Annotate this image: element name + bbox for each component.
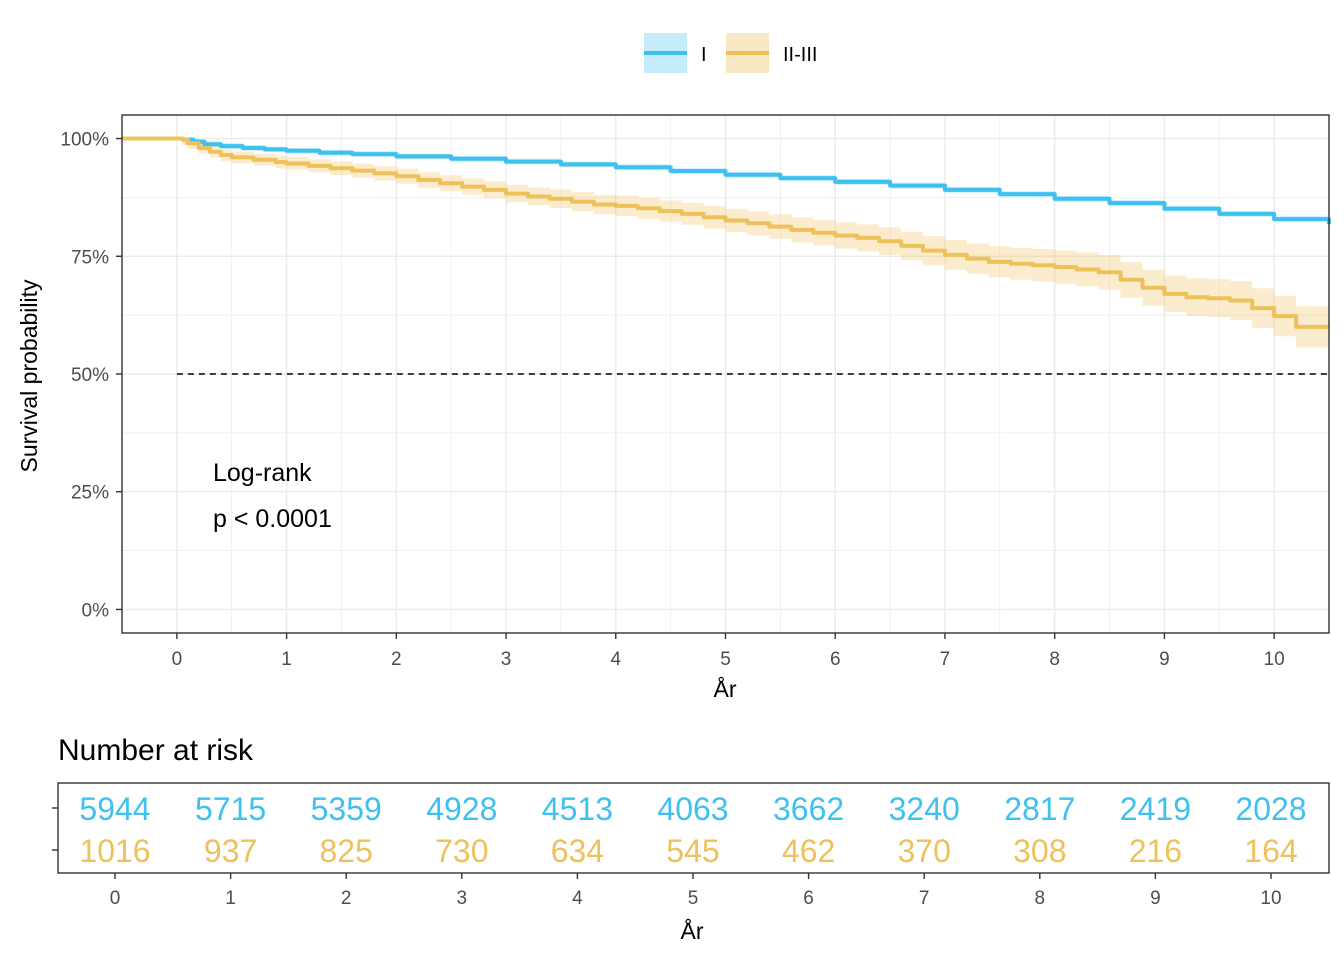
risk-row-ticks	[52, 807, 58, 851]
risk-count-I: 2028	[1235, 791, 1306, 827]
x-tick-label: 0	[172, 649, 183, 670]
risk-count-I: 5715	[195, 791, 266, 827]
legend: I II-III	[644, 33, 817, 73]
risk-table: Number at risk 5944 5715 5359 4928 4513 4063 3…	[52, 734, 1330, 944]
risk-count-II-III: 164	[1244, 833, 1297, 869]
km-plot: 0% 25% 50% 75% 100% 0 1 2 3 4 5 6 7 8 9 10 Log-rank p …	[16, 114, 1331, 702]
y-tick-label: 25%	[71, 483, 109, 504]
x-tick-label: 8	[1049, 649, 1060, 670]
risk-x-tick-label: 6	[803, 888, 814, 909]
risk-x-tick-label: 4	[572, 888, 583, 909]
km-x-axis-title: År	[714, 675, 737, 702]
risk-count-II-III: 634	[551, 833, 604, 869]
km-x-ticks: 0 1 2 3 4 5 6 7 8 9 10	[172, 633, 1285, 670]
risk-x-tick-label: 7	[919, 888, 930, 909]
risk-count-II-III: 937	[204, 833, 257, 869]
legend-label-II-III: II-III	[783, 44, 817, 66]
km-y-ticks: 0% 25% 50% 75% 100%	[60, 130, 122, 621]
km-curves	[122, 136, 1331, 329]
risk-x-tick-label: 8	[1035, 888, 1046, 909]
x-tick-label: 2	[391, 649, 402, 670]
risk-x-tick-label: 9	[1150, 888, 1161, 909]
x-tick-label: 3	[501, 649, 512, 670]
risk-x-tick-label: 1	[225, 888, 236, 909]
km-curve-II-III	[122, 136, 1329, 329]
risk-table-values: 5944 5715 5359 4928 4513 4063 3662 3240 2817 2419…	[79, 791, 1306, 869]
risk-count-II-III: 545	[666, 833, 719, 869]
y-tick-label: 75%	[71, 247, 109, 268]
y-tick-label: 50%	[71, 365, 109, 386]
y-tick-label: 100%	[60, 130, 109, 151]
risk-count-II-III: 1016	[79, 833, 150, 869]
risk-count-I: 2419	[1120, 791, 1191, 827]
risk-count-I: 5944	[79, 791, 150, 827]
risk-x-tick-label: 2	[341, 888, 352, 909]
risk-x-tick-label: 10	[1260, 888, 1281, 909]
risk-count-I: 3662	[773, 791, 844, 827]
ci-band-II-III	[122, 138, 1329, 349]
risk-count-I: 5359	[311, 791, 382, 827]
risk-table-title: Number at risk	[58, 734, 254, 767]
risk-count-I: 4513	[542, 791, 613, 827]
km-curve-I	[122, 136, 1331, 225]
risk-x-axis-title: År	[681, 917, 704, 944]
risk-count-I: 4063	[657, 791, 728, 827]
x-tick-label: 10	[1264, 649, 1285, 670]
risk-x-tick-label: 0	[110, 888, 121, 909]
risk-x-ticks: 0 1 2 3 4 5 6 7 8 9 10	[110, 873, 1282, 909]
x-tick-label: 7	[940, 649, 951, 670]
pvalue-label: p < 0.0001	[213, 505, 332, 533]
x-tick-label: 5	[720, 649, 731, 670]
km-y-axis-title: Survival probability	[16, 279, 42, 473]
risk-count-II-III: 462	[782, 833, 835, 869]
risk-count-I: 2817	[1004, 791, 1075, 827]
risk-count-II-III: 308	[1013, 833, 1066, 869]
risk-count-II-III: 216	[1129, 833, 1182, 869]
x-tick-label: 6	[830, 649, 841, 670]
risk-count-II-III: 370	[898, 833, 951, 869]
risk-x-tick-label: 3	[457, 888, 468, 909]
risk-count-II-III: 730	[435, 833, 488, 869]
y-tick-label: 0%	[82, 600, 110, 621]
risk-count-II-III: 825	[320, 833, 373, 869]
risk-count-I: 3240	[889, 791, 960, 827]
x-tick-label: 1	[281, 649, 292, 670]
risk-x-tick-label: 5	[688, 888, 699, 909]
x-tick-label: 9	[1159, 649, 1170, 670]
km-gridlines	[122, 115, 1329, 633]
legend-label-I: I	[701, 44, 707, 66]
x-tick-label: 4	[610, 649, 621, 670]
logrank-label: Log-rank	[213, 459, 312, 487]
risk-count-I: 4928	[426, 791, 497, 827]
